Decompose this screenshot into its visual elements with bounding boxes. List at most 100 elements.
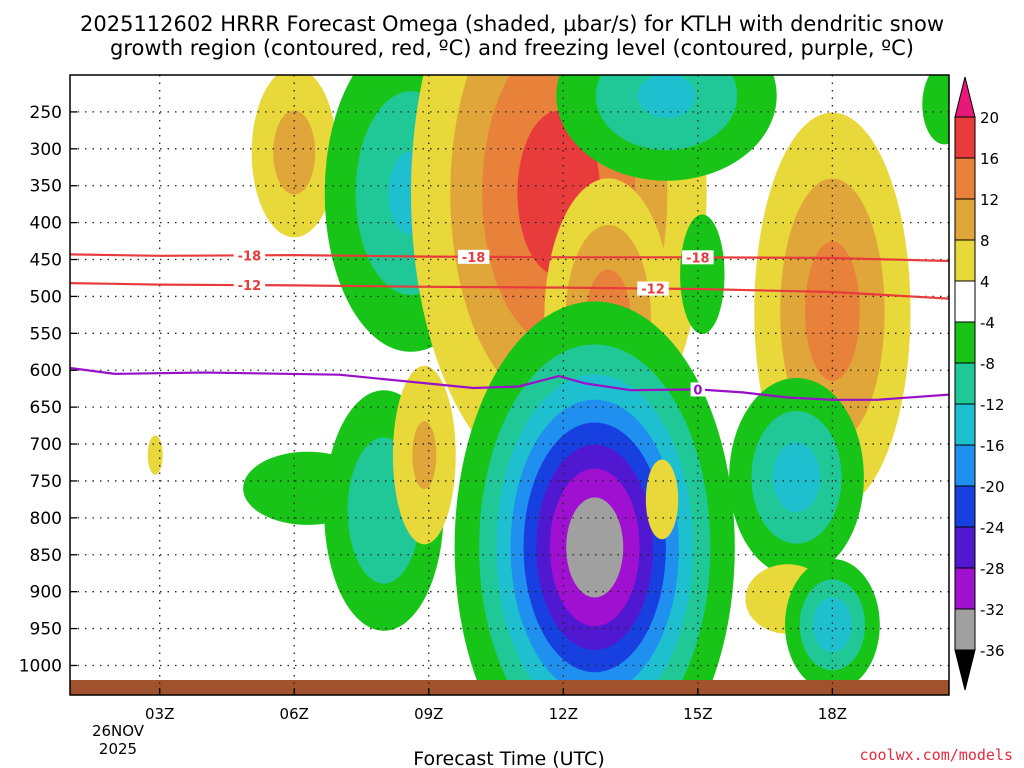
y-tick-label-950: 950 — [30, 620, 62, 640]
omega-band — [812, 597, 852, 653]
colorbar-bin--28-to--24 — [954, 526, 976, 569]
y-tick-label-350: 350 — [30, 177, 62, 197]
omega-band — [922, 75, 949, 145]
contour-label-0: 0 — [693, 383, 702, 398]
colorbar-bin-12-to-16 — [954, 157, 976, 200]
colorbar-label-12: 12 — [980, 191, 999, 209]
omega-feature-15 — [454, 301, 735, 695]
colorbar-bin--36-to--32 — [954, 608, 976, 651]
y-tick-label-250: 250 — [30, 103, 62, 123]
omega-feature-8 — [680, 214, 725, 335]
contour-line--18 — [70, 253, 949, 263]
colorbar-label--24: -24 — [980, 519, 1005, 537]
colorbar-label--20: -20 — [980, 478, 1005, 496]
omega-feature-1 — [147, 435, 163, 475]
y-tick-label-750: 750 — [30, 472, 62, 492]
y-tick-label-550: 550 — [30, 324, 62, 344]
y-tick-label-400: 400 — [30, 214, 62, 234]
chart-title-line-1: 2025112602 HRRR Forecast Omega (shaded, … — [80, 12, 944, 36]
colorbar-bin--4-to-4 — [954, 280, 976, 323]
colorbar-top-arrow — [954, 76, 976, 118]
omega-band — [273, 110, 316, 195]
contour-label--12: -12 — [238, 279, 262, 294]
ground-surface — [70, 680, 949, 695]
omega-feature-2 — [251, 75, 337, 238]
x-tick-label-03Z: 03Z — [145, 705, 174, 723]
y-tick-label-650: 650 — [30, 398, 62, 418]
contour-label--18: -18 — [238, 249, 262, 264]
x-axis-label: Forecast Time (UTC) — [413, 748, 604, 768]
y-tick-label-700: 700 — [30, 435, 62, 455]
colorbar-bin--24-to--20 — [954, 485, 976, 528]
colorbar-label-4: 4 — [980, 273, 990, 291]
colorbar-label-8: 8 — [980, 232, 990, 250]
colorbar-label-20: 20 — [980, 109, 999, 127]
contour-label-bg — [690, 382, 706, 397]
omega-shading — [147, 75, 949, 695]
colorbar-bin--12-to--8 — [954, 362, 976, 405]
omega-band — [637, 75, 696, 118]
x-tick-label-09Z: 09Z — [414, 705, 443, 723]
omega-band — [805, 241, 860, 381]
colorbar-bin--16-to--12 — [954, 403, 976, 446]
y-tick-label-900: 900 — [30, 583, 62, 603]
colorbar-bin--20-to--16 — [954, 444, 976, 487]
omega-band — [147, 435, 163, 475]
contour-label-bg — [233, 278, 266, 293]
contour-label-bg — [233, 248, 266, 263]
contour-lines: -18 -18 -18 -12 -12 0 — [70, 248, 949, 401]
omega-band — [680, 214, 725, 335]
contour-line--12 — [70, 282, 949, 300]
chart-title-line-2: growth region (contoured, red, ºC) and f… — [110, 36, 914, 60]
y-axis-ticks: 250 300 350 400 450 500 550 600 650 700 750 800 850 9… — [19, 103, 77, 676]
y-tick-label-800: 800 — [30, 509, 62, 529]
x-tick-label-12Z: 12Z — [549, 705, 578, 723]
y-tick-label-850: 850 — [30, 546, 62, 566]
contour-label--18: -18 — [462, 251, 486, 266]
contour-label--18: -18 — [686, 251, 710, 266]
colorbar-label--36: -36 — [980, 642, 1005, 660]
colorbar-label--28: -28 — [980, 560, 1005, 578]
omega-band — [566, 497, 624, 598]
plot-frame — [69, 74, 950, 696]
contour-label-bg — [682, 250, 714, 265]
colorbar: 20 16 12 8 4 -4 -8 -12 -16 -20 -24 -28 -32 -36 — [954, 76, 1005, 691]
date-label-year: 2025 — [99, 740, 137, 758]
x-tick-label-18Z: 18Z — [818, 705, 847, 723]
x-tick-label-06Z: 06Z — [280, 705, 309, 723]
y-tick-label-600: 600 — [30, 361, 62, 381]
colorbar-label--32: -32 — [980, 601, 1005, 619]
colorbar-label--12: -12 — [980, 396, 1005, 414]
colorbar-label--4: -4 — [980, 314, 995, 332]
contour-label-bg — [457, 249, 490, 264]
omega-feature-7 — [556, 75, 777, 181]
source-credit: coolwx.com/models — [859, 746, 1013, 764]
x-tick-label-15Z: 15Z — [683, 705, 712, 723]
colorbar-label--16: -16 — [980, 437, 1005, 455]
omega-band — [412, 421, 437, 490]
colorbar-label--8: -8 — [980, 355, 995, 373]
omega-band — [772, 442, 821, 513]
colorbar-bottom-arrow — [954, 649, 976, 691]
plot-area: -18 -18 -18 -12 -12 0 250 300 350 400 450 500 550 60… — [19, 74, 950, 723]
colorbar-bin-8-to-12 — [954, 198, 976, 241]
colorbar-bin--8-to--4 — [954, 321, 976, 364]
colorbar-label-16: 16 — [980, 150, 999, 168]
omega-feature-13 — [392, 365, 456, 545]
y-tick-label-300: 300 — [30, 140, 62, 160]
colorbar-bin--32-to--28 — [954, 567, 976, 610]
x-axis-ticks: 03Z 06Z 09Z 12Z 15Z 18Z — [145, 688, 847, 723]
omega-feature-10 — [922, 75, 949, 145]
colorbar-bin-16-to-20 — [954, 116, 976, 159]
colorbar-bin-4-to-8 — [954, 239, 976, 282]
omega-feature-19 — [785, 558, 880, 691]
date-label-day: 26NOV — [92, 722, 145, 740]
y-tick-label-450: 450 — [30, 251, 62, 271]
omega-feature-17 — [729, 378, 864, 577]
contour-label--12: -12 — [641, 283, 665, 298]
omega-feature-16 — [645, 459, 679, 540]
omega-band — [645, 459, 679, 540]
contour-line-0 — [70, 366, 949, 401]
y-tick-label-500: 500 — [30, 287, 62, 307]
